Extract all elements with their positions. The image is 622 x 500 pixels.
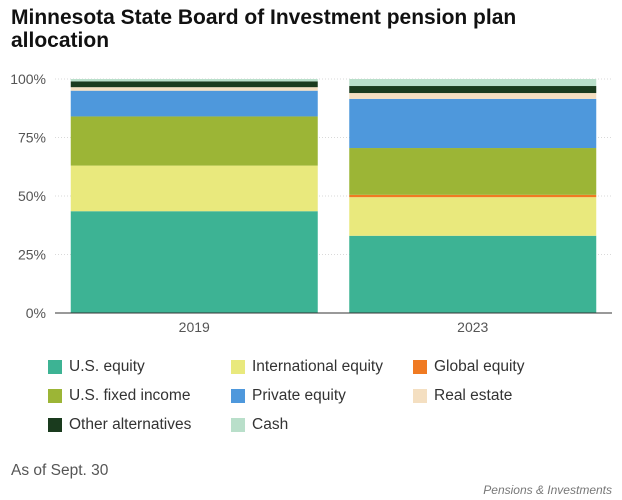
legend-swatch — [48, 360, 62, 374]
legend-item: U.S. equity — [48, 356, 145, 378]
legend-item: Global equity — [413, 356, 524, 378]
legend-label: International equity — [252, 358, 383, 375]
legend-label: Cash — [252, 416, 289, 433]
legend-swatch — [413, 360, 427, 374]
bar-segment — [349, 98, 597, 149]
legend-label: Other alternatives — [69, 416, 192, 433]
x-tick-label: 2023 — [457, 319, 488, 335]
y-tick-label: 100% — [10, 71, 46, 87]
bar-segment — [70, 87, 318, 91]
legend-label: Private equity — [252, 387, 346, 404]
legend-label: U.S. equity — [69, 358, 145, 375]
legend-label: Global equity — [434, 358, 525, 375]
legend-swatch — [231, 418, 245, 432]
legend-item: Other alternatives — [48, 414, 191, 436]
legend-swatch — [231, 360, 245, 374]
bar-segment — [70, 90, 318, 117]
stacked-bar-chart: 0% 25% 50% 75% 100% 2019 2023 — [10, 71, 612, 335]
y-tick-label: 75% — [18, 130, 46, 146]
legend-swatch — [48, 418, 62, 432]
legend-label: Real estate — [434, 387, 513, 404]
bar-segment — [349, 197, 597, 236]
bar-segment — [349, 235, 597, 313]
bar-segment — [70, 81, 318, 88]
x-tick-label: 2019 — [179, 319, 210, 335]
legend-label: U.S. fixed income — [69, 387, 191, 404]
bar-segment — [349, 194, 597, 198]
bar-segment — [70, 116, 318, 166]
legend-item: Cash — [231, 414, 288, 436]
legend-swatch — [231, 389, 245, 403]
bar-segment — [349, 86, 597, 94]
legend-item: International equity — [231, 356, 383, 378]
legend-swatch — [48, 389, 62, 403]
source-credit: Pensions & Investments — [483, 483, 612, 497]
chart-title: Minnesota State Board of Investment pens… — [11, 6, 517, 52]
y-tick-label: 25% — [18, 247, 46, 263]
bar-segment — [349, 148, 597, 195]
legend-item: Real estate — [413, 385, 512, 407]
bar-segment — [349, 93, 597, 99]
bar-segment — [70, 79, 318, 82]
y-tick-label: 50% — [18, 188, 46, 204]
bar-segment — [70, 211, 318, 313]
legend-item: Private equity — [231, 385, 346, 407]
y-tick-label: 0% — [26, 305, 46, 321]
legend-swatch — [413, 389, 427, 403]
bar-segment — [70, 165, 318, 212]
footnote: As of Sept. 30 — [11, 462, 109, 479]
legend-item: U.S. fixed income — [48, 385, 190, 407]
bar-segment — [349, 79, 597, 87]
